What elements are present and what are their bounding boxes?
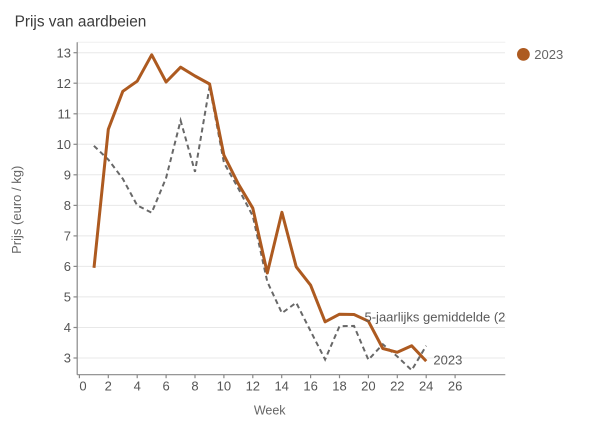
svg-text:2: 2 <box>105 379 112 394</box>
svg-text:0: 0 <box>79 379 86 394</box>
svg-text:22: 22 <box>390 379 404 394</box>
svg-text:7: 7 <box>64 229 71 244</box>
svg-text:18: 18 <box>332 379 346 394</box>
svg-text:2023: 2023 <box>433 352 462 367</box>
svg-text:13: 13 <box>57 45 71 60</box>
svg-text:4: 4 <box>134 379 141 394</box>
svg-text:2023: 2023 <box>534 47 563 62</box>
svg-text:8: 8 <box>191 379 198 394</box>
svg-text:5-jaarlijks gemiddelde (2018-2: 5-jaarlijks gemiddelde (2018-2022) <box>365 310 565 325</box>
svg-text:Week: Week <box>254 404 286 418</box>
svg-text:5: 5 <box>64 290 71 305</box>
svg-text:4: 4 <box>64 320 71 335</box>
svg-text:14: 14 <box>274 379 288 394</box>
svg-text:8: 8 <box>64 198 71 213</box>
svg-text:6: 6 <box>162 379 169 394</box>
svg-text:24: 24 <box>419 379 433 394</box>
svg-text:3: 3 <box>64 351 71 366</box>
svg-text:Prijs (euro / kg): Prijs (euro / kg) <box>9 166 24 254</box>
svg-text:16: 16 <box>303 379 317 394</box>
svg-text:20: 20 <box>361 379 375 394</box>
svg-text:12: 12 <box>57 76 71 91</box>
svg-text:Prijs van aardbeien: Prijs van aardbeien <box>15 14 147 31</box>
svg-text:11: 11 <box>58 107 72 122</box>
svg-text:12: 12 <box>246 379 260 394</box>
svg-text:6: 6 <box>64 259 71 274</box>
svg-text:10: 10 <box>57 137 71 152</box>
svg-text:9: 9 <box>64 168 71 183</box>
svg-text:26: 26 <box>448 379 462 394</box>
svg-text:10: 10 <box>217 379 231 394</box>
